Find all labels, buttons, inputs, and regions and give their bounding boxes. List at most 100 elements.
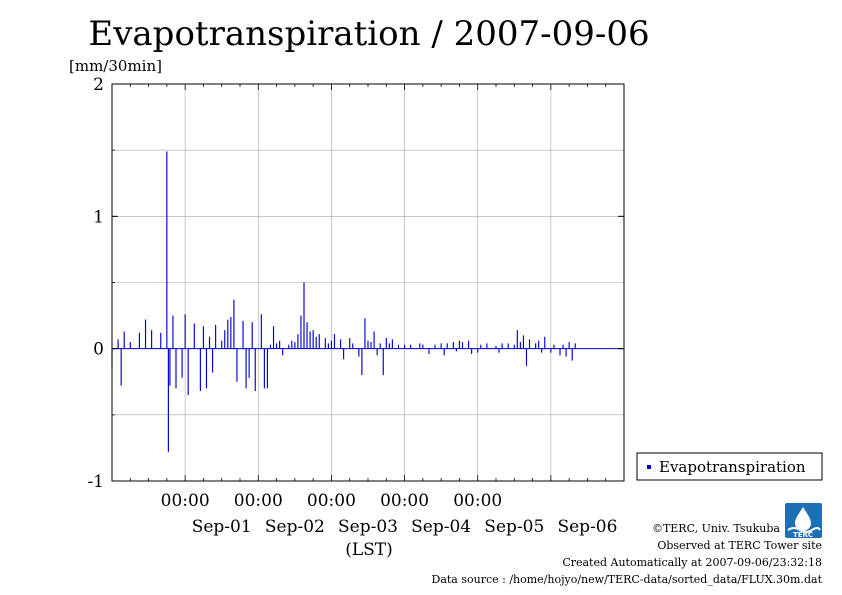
evapotranspiration-bar bbox=[215, 324, 217, 349]
evapotranspiration-bar bbox=[303, 282, 305, 349]
evapotranspiration-bar bbox=[120, 348, 122, 386]
evapotranspiration-bar bbox=[370, 342, 372, 349]
evapotranspiration-bar bbox=[528, 339, 531, 349]
evapotranspiration-bar bbox=[553, 344, 555, 349]
evapotranspiration-bar bbox=[260, 314, 262, 349]
evapotranspiration-bar bbox=[224, 330, 226, 349]
evapotranspiration-bar bbox=[202, 326, 204, 349]
evapotranspiration-bar bbox=[382, 348, 384, 376]
evapotranspiration-bar bbox=[565, 348, 567, 357]
legend-label: Evapotranspiration bbox=[659, 458, 806, 476]
evapotranspiration-bar bbox=[574, 343, 576, 349]
y-tick-label: 2 bbox=[93, 75, 104, 95]
evapotranspiration-bar bbox=[468, 340, 470, 349]
evapotranspiration-bar bbox=[300, 315, 302, 349]
evapotranspiration-bar bbox=[455, 348, 457, 352]
evapotranspiration-bar bbox=[187, 348, 189, 395]
water-drop-icon bbox=[795, 507, 811, 531]
x-date-label: Sep-01 bbox=[192, 517, 252, 537]
chart-title: Evapotranspiration / 2007-09-06 bbox=[88, 14, 649, 54]
evapotranspiration-bar bbox=[538, 340, 540, 349]
evapotranspiration-bar bbox=[282, 348, 284, 356]
evapotranspiration-bar bbox=[324, 338, 326, 349]
evapotranspiration-bar bbox=[367, 340, 369, 349]
evapotranspiration-bar bbox=[498, 348, 500, 353]
evapotranspiration-bar bbox=[167, 348, 169, 452]
legend-box bbox=[636, 452, 823, 481]
evapotranspiration-bar bbox=[169, 348, 171, 386]
evapotranspiration-bar bbox=[242, 320, 244, 349]
evapotranspiration-bar bbox=[507, 343, 509, 349]
evapotranspiration-bar bbox=[184, 314, 186, 349]
evapotranspiration-bar bbox=[227, 319, 229, 349]
evapotranspiration-bar bbox=[550, 348, 552, 353]
x-time-label: 00:00 bbox=[380, 491, 429, 511]
evapotranspiration-bar bbox=[279, 340, 281, 349]
evapotranspiration-bar bbox=[117, 339, 119, 349]
evapotranspiration-bar bbox=[160, 332, 162, 349]
evapotranspiration-bar bbox=[343, 348, 345, 360]
evapotranspiration-bar bbox=[199, 348, 201, 392]
evapotranspiration-bar bbox=[291, 340, 293, 349]
x-date-label: Sep-04 bbox=[411, 517, 471, 537]
bar-series bbox=[111, 151, 624, 452]
evapotranspiration-bar bbox=[294, 342, 296, 349]
x-date-label: Sep-06 bbox=[557, 517, 617, 537]
evapotranspiration-bar bbox=[376, 348, 378, 356]
evapotranspiration-bar bbox=[410, 344, 412, 349]
evapotranspiration-bar bbox=[263, 348, 265, 389]
evapotranspiration-bar bbox=[208, 336, 211, 349]
legend-swatch bbox=[647, 465, 651, 469]
evapotranspiration-bar bbox=[361, 348, 363, 376]
evapotranspiration-bar bbox=[544, 336, 546, 349]
evapotranspiration-bar bbox=[144, 319, 147, 349]
evapotranspiration-bar bbox=[315, 336, 317, 349]
evapotranspiration-bar bbox=[471, 348, 473, 354]
evapotranspiration-bar bbox=[181, 348, 183, 378]
evapotranspiration-bar bbox=[138, 332, 140, 349]
evapotranspiration-bar bbox=[358, 348, 360, 357]
evapotranspiration-bar bbox=[440, 343, 442, 349]
footer-source: Data source : /home/hojyo/new/TERC-data/… bbox=[432, 573, 823, 586]
y-tick-label: 1 bbox=[93, 207, 104, 227]
x-date-label: Sep-03 bbox=[338, 517, 398, 537]
evapotranspiration-bar bbox=[327, 343, 329, 349]
evapotranspiration-bar bbox=[221, 340, 223, 349]
footer-created: Created Automatically at 2007-09-06/23:3… bbox=[562, 556, 822, 569]
evapotranspiration-bar bbox=[330, 340, 332, 349]
evapotranspiration-bar bbox=[422, 344, 424, 349]
evapotranspiration-bar bbox=[193, 323, 195, 349]
footer-observed: Observed at TERC Tower site bbox=[657, 539, 822, 552]
evapotranspiration-bar bbox=[266, 348, 268, 389]
x-time-label: 00:00 bbox=[453, 491, 502, 511]
evapotranspiration-bar bbox=[516, 330, 518, 349]
evapotranspiration-bar bbox=[349, 338, 351, 349]
evapotranspiration-bar bbox=[571, 348, 573, 361]
evapotranspiration-bar bbox=[352, 343, 354, 349]
evapotranspiration-bar bbox=[272, 326, 275, 349]
x-date-label: Sep-02 bbox=[265, 517, 325, 537]
evapotranspiration-bar bbox=[318, 334, 320, 349]
evapotranspiration-bar bbox=[269, 344, 272, 349]
evapotranspiration-bar bbox=[452, 342, 454, 349]
evapotranspiration-bar bbox=[404, 344, 406, 349]
evapotranspiration-bar bbox=[312, 330, 314, 349]
x-time-label: 00:00 bbox=[234, 491, 283, 511]
evapotranspiration-bar bbox=[397, 344, 400, 349]
evapotranspiration-bar bbox=[379, 343, 381, 349]
y-axis-unit-label: [mm/30min] bbox=[69, 57, 162, 75]
evapotranspiration-bar bbox=[461, 342, 464, 349]
evapotranspiration-bar bbox=[288, 344, 290, 349]
grid bbox=[112, 83, 624, 482]
evapotranspiration-bar bbox=[443, 348, 445, 356]
axes: -1 0 1 2 00:00 00:00 00:00 00:00 00:00 Sep-01 Sep-… bbox=[87, 75, 625, 537]
evapotranspiration-bar bbox=[306, 322, 308, 349]
legend: Evapotranspiration bbox=[636, 452, 823, 481]
evapotranspiration-bar bbox=[559, 348, 561, 356]
evapotranspiration-bar bbox=[391, 339, 393, 349]
evapotranspiration-bar bbox=[212, 348, 214, 373]
evapotranspiration-bar bbox=[233, 299, 235, 349]
evapotranspiration-bar bbox=[535, 343, 537, 349]
evapotranspiration-bar bbox=[486, 343, 488, 349]
